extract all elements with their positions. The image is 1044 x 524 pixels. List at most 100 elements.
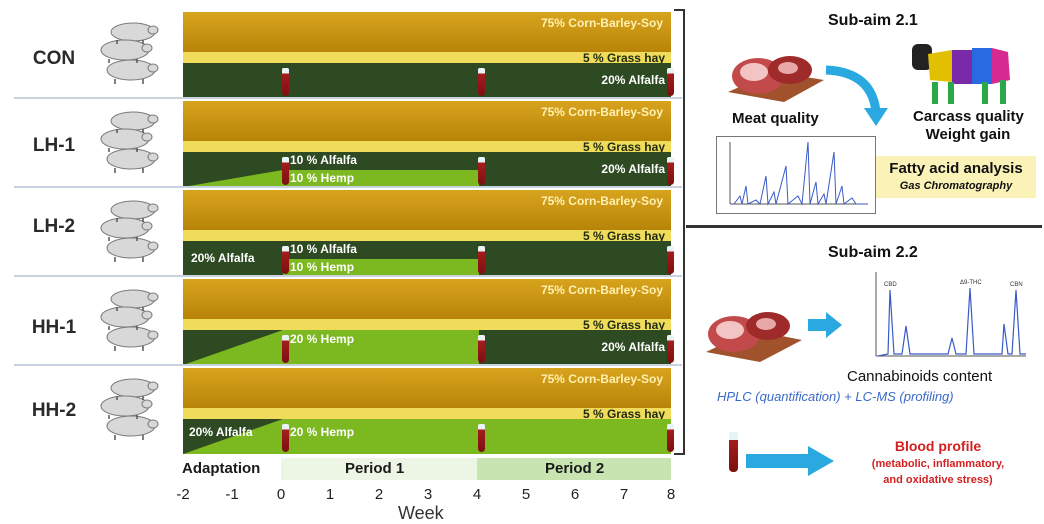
corn-label: 75% Corn-Barley-Soy: [540, 283, 663, 297]
blood-tube-icon: [478, 68, 485, 96]
hemp-label: 10 % Hemp: [290, 260, 355, 274]
blood-tube-icon: [729, 432, 738, 472]
alfalfa-wedge: [183, 419, 283, 454]
axis-tick: 6: [570, 486, 580, 503]
hay-bar: 5 % Grass hay: [183, 229, 671, 243]
blood-tube-icon: [667, 157, 674, 185]
hplc-methods-label: HPLC (quantification) + LC-MS (profiling…: [717, 389, 954, 404]
corn-label: 75% Corn-Barley-Soy: [540, 194, 663, 208]
meat-icon: [706, 312, 802, 362]
blood-tube-icon: [282, 246, 289, 274]
blood-tube-icon: [478, 157, 485, 185]
blood-tube-icon: [667, 68, 674, 96]
mixed-bar: 20 % Hemp 20% Alfalfa: [183, 330, 671, 365]
fatty-acid-label: Fatty acid analysis: [889, 160, 1023, 177]
blood-tube-icon: [667, 424, 674, 452]
alfalfa-label: 10 % Alfalfa: [290, 242, 357, 256]
axis-tick: 0: [276, 486, 286, 503]
hay-bar: 5 % Grass hay: [183, 51, 671, 65]
hay-bar: 5 % Grass hay: [183, 140, 671, 154]
axis-title: Week: [398, 503, 444, 523]
group-separator: [14, 364, 682, 366]
mixed-bar: 20% Alfalfa 10 % Alfalfa 10 % Hemp: [183, 241, 671, 276]
blood-profile-line2: (metabolic, inflammatory,: [871, 458, 1005, 470]
blood-tube-icon: [667, 335, 674, 363]
axis-tick: 7: [619, 486, 629, 503]
hemp-wedge: [183, 170, 479, 187]
corn-label: 75% Corn-Barley-Soy: [540, 16, 663, 30]
blood-tube-icon: [667, 246, 674, 274]
carcass-quality-label: Carcass quality: [913, 108, 1024, 125]
section-divider: [686, 225, 1042, 228]
alfalfa-label: 20% Alfalfa: [191, 251, 255, 265]
blood-tube-icon: [478, 335, 485, 363]
svg-text:Δ9-THC: Δ9-THC: [960, 280, 982, 286]
hay-label: 5 % Grass hay: [582, 229, 665, 243]
axis-tick: 5: [521, 486, 531, 503]
groups-bracket: [674, 9, 685, 455]
alfalfa-label: 20% Alfalfa: [601, 162, 665, 176]
mixed-bar: 20% Alfalfa 20 % Hemp: [183, 419, 671, 454]
group-label: HH-1: [31, 317, 77, 338]
blood-tube-icon: [478, 424, 485, 452]
hemp-label: 20 % Hemp: [290, 332, 355, 346]
weight-gain-label: Weight gain: [925, 126, 1011, 143]
group-label: LH-1: [32, 135, 76, 156]
alfalfa-label: 20% Alfalfa: [601, 340, 665, 354]
corn-bar: 75% Corn-Barley-Soy: [183, 101, 671, 141]
sheep-icon: [100, 200, 159, 262]
axis-tick: 8: [666, 486, 676, 503]
axis-tick: 2: [374, 486, 384, 503]
meat-icon: [728, 56, 824, 102]
mixed-bar: 10 % Alfalfa 10 % Hemp 20% Alfalfa: [183, 152, 671, 187]
group-separator: [14, 275, 682, 277]
axis-tick: -1: [225, 486, 239, 503]
hay-label: 5 % Grass hay: [582, 51, 665, 65]
period1-band: [281, 458, 477, 480]
gc-label: Gas Chromatography: [899, 180, 1013, 192]
hay-bar: 5 % Grass hay: [183, 407, 671, 421]
alfalfa-label: 10 % Alfalfa: [290, 153, 357, 167]
group-label: CON: [32, 48, 76, 69]
group-separator: [14, 97, 682, 99]
svg-text:CBN: CBN: [1010, 282, 1023, 288]
group-separator: [14, 186, 682, 188]
group-label: HH-2: [31, 400, 77, 421]
cannabinoids-label: Cannabinoids content: [847, 368, 993, 385]
meat-quality-label: Meat quality: [732, 110, 819, 127]
phase-period2: Period 2: [545, 460, 605, 477]
group-lh1: LH-1 75% Corn-Barley-Soy 5 % Grass hay 1…: [0, 99, 1044, 189]
group-hh1: HH-1 75% Corn-Barley-Soy 5 % Grass hay 2…: [0, 277, 1044, 367]
group-lh2: LH-2 75% Corn-Barley-Soy 5 % Grass hay 2…: [0, 188, 1044, 278]
gc-chromatogram: [716, 136, 876, 214]
sheep-icon: [100, 111, 159, 173]
curved-arrow-icon: [825, 65, 888, 126]
sheep-icon: [100, 289, 159, 351]
corn-bar: 75% Corn-Barley-Soy: [183, 12, 671, 52]
arrow-right-icon: [746, 446, 834, 476]
group-con: CON 75% Corn-Barley-Soy 5 % Grass hay 20…: [0, 10, 1044, 100]
alfalfa-bar: 20% Alfalfa: [183, 63, 671, 98]
svg-text:CBD: CBD: [884, 282, 897, 288]
sheep-icon: [100, 378, 159, 440]
group-label: LH-2: [32, 216, 76, 237]
sheep-carcass-icon: [912, 44, 1010, 104]
alfalfa-label: 20% Alfalfa: [189, 425, 253, 439]
corn-bar: 75% Corn-Barley-Soy: [183, 368, 671, 408]
hemp-wedge: [183, 330, 479, 365]
period2-band: [477, 458, 671, 480]
alfalfa-label: 20% Alfalfa: [601, 73, 665, 87]
corn-bar: 75% Corn-Barley-Soy: [183, 190, 671, 230]
axis-tick: 3: [423, 486, 433, 503]
sheep-icon: [100, 22, 159, 84]
phase-adaptation: Adaptation: [182, 460, 261, 477]
axis-tick: 4: [472, 486, 482, 503]
hay-label: 5 % Grass hay: [582, 318, 665, 332]
blood-profile-title: Blood profile: [894, 438, 982, 454]
hay-label: 5 % Grass hay: [582, 140, 665, 154]
blood-profile-line3: and oxidative stress): [883, 474, 993, 486]
phase-period1: Period 1: [345, 460, 405, 477]
blood-tube-icon: [282, 335, 289, 363]
hplc-chromatogram: CBD Δ9-THC CBN: [875, 272, 1026, 357]
hemp-label: 10 % Hemp: [290, 171, 355, 185]
